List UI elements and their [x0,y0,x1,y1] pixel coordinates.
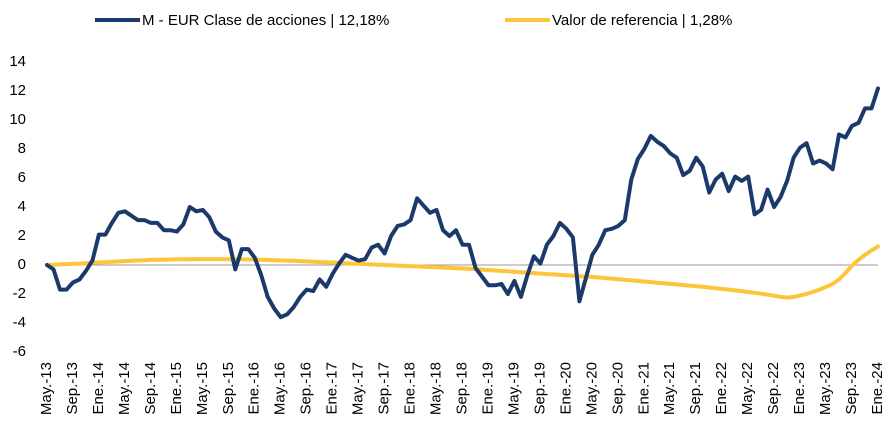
y-tick-label: 0 [18,256,26,273]
x-tick-label: May.-18 [428,362,445,415]
x-tick-label: Sep.-19 [531,362,548,415]
y-tick-label: 4 [18,198,26,215]
y-tick-label: 10 [9,111,26,128]
y-tick-label: -2 [13,285,26,302]
x-tick-label: Ene.-24 [869,362,886,415]
y-tick-label: 6 [18,169,26,186]
y-tick-label: 2 [18,227,26,244]
legend-label: Valor de referencia | 1,28% [552,12,732,29]
y-tick-label: 12 [9,82,26,99]
x-tick-label: Ene.-22 [713,362,730,415]
x-tick-label: Ene.-14 [90,362,107,415]
x-tick-label: Sep.-16 [298,362,315,415]
x-tick-label: Ene.-20 [557,362,574,415]
x-tick-label: Ene.-16 [246,362,263,415]
x-tick-label: May.-19 [505,362,522,415]
x-tick-label: Sep.-23 [843,362,860,415]
x-tick-label: Sep.-21 [687,362,704,415]
x-tick-label: Sep.-22 [765,362,782,415]
series-line [45,86,880,320]
x-tick-label: May.-14 [116,362,133,415]
x-tick-label: May.-21 [661,362,678,415]
x-tick-label: May.-13 [38,362,55,415]
legend-label: M - EUR Clase de acciones | 12,18% [142,12,389,29]
x-tick-label: Ene.-18 [402,362,419,415]
x-tick-label: May.-20 [583,362,600,415]
x-tick-label: Ene.-19 [479,362,496,415]
x-tick-label: Ene.-21 [635,362,652,415]
series-line [45,244,880,300]
x-tick-label: May.-23 [817,362,834,415]
x-tick-label: Sep.-13 [64,362,81,415]
x-tick-label: Sep.-18 [453,362,470,415]
x-tick-label: Sep.-14 [142,362,159,415]
y-tick-label: 14 [9,53,26,70]
x-tick-label: May.-15 [194,362,211,415]
y-tick-label: -4 [13,314,26,331]
x-tick-label: Ene.-15 [168,362,185,415]
x-tick-label: May.-16 [272,362,289,415]
x-tick-label: May.-17 [350,362,367,415]
x-tick-label: Ene.-23 [791,362,808,415]
x-tick-label: Sep.-17 [376,362,393,415]
y-tick-label: 8 [18,140,26,157]
x-tick-label: Sep.-15 [220,362,237,415]
x-tick-label: May.-22 [739,362,756,415]
x-tick-label: Ene.-17 [324,362,341,415]
x-tick-label: Sep.-20 [609,362,626,415]
y-tick-label: -6 [13,343,26,360]
